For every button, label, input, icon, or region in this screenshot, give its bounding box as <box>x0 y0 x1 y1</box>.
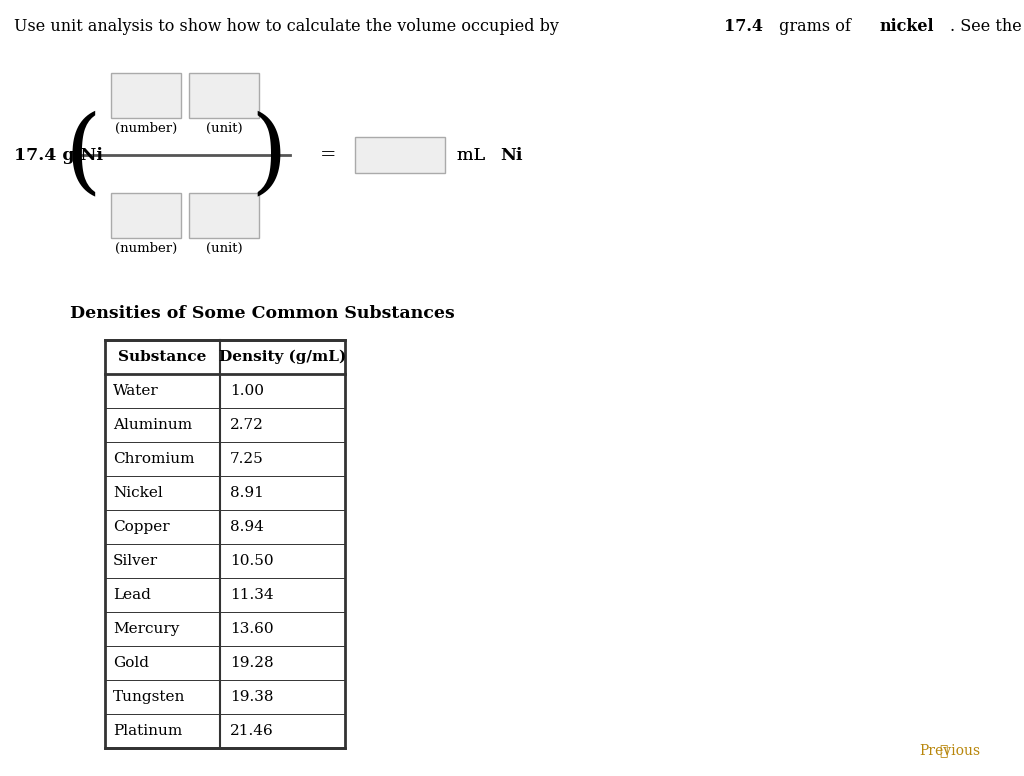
Text: (number): (number) <box>115 241 177 255</box>
Text: 8.91: 8.91 <box>230 486 264 500</box>
Text: (unit): (unit) <box>206 241 243 255</box>
Text: Water: Water <box>113 384 159 398</box>
Text: Lead: Lead <box>113 588 151 602</box>
Text: 19.38: 19.38 <box>230 690 273 704</box>
Text: =: = <box>319 146 336 164</box>
FancyBboxPatch shape <box>355 137 445 173</box>
Text: nickel: nickel <box>880 18 934 35</box>
Text: Tungsten: Tungsten <box>113 690 185 704</box>
Text: ❮: ❮ <box>940 744 948 758</box>
Text: 13.60: 13.60 <box>230 622 273 636</box>
Text: ): ) <box>251 110 288 200</box>
Text: (unit): (unit) <box>206 122 243 134</box>
Text: Platinum: Platinum <box>113 724 182 738</box>
Text: Substance: Substance <box>119 350 207 364</box>
Text: 19.28: 19.28 <box>230 656 273 670</box>
Text: 8.94: 8.94 <box>230 520 264 534</box>
FancyBboxPatch shape <box>111 192 181 237</box>
Text: grams of: grams of <box>774 18 856 35</box>
Text: 21.46: 21.46 <box>230 724 273 738</box>
Text: Chromium: Chromium <box>113 452 195 466</box>
Text: 10.50: 10.50 <box>230 554 273 568</box>
FancyBboxPatch shape <box>105 340 345 748</box>
Text: Copper: Copper <box>113 520 170 534</box>
FancyBboxPatch shape <box>189 192 259 237</box>
Text: (number): (number) <box>115 122 177 134</box>
Text: Aluminum: Aluminum <box>113 418 193 432</box>
Text: Density (g/mL): Density (g/mL) <box>219 350 346 364</box>
Text: (: ( <box>65 110 101 200</box>
Text: 11.34: 11.34 <box>230 588 273 602</box>
Text: 7.25: 7.25 <box>230 452 264 466</box>
Text: Silver: Silver <box>113 554 158 568</box>
Text: Nickel: Nickel <box>113 486 163 500</box>
Text: mL: mL <box>457 147 490 164</box>
Text: Ni: Ni <box>501 147 522 164</box>
Text: mL: mL <box>457 147 490 164</box>
Text: 1.00: 1.00 <box>230 384 264 398</box>
Text: Gold: Gold <box>113 656 150 670</box>
Text: . See the table below for the density of: . See the table below for the density of <box>950 18 1024 35</box>
Text: 17.4: 17.4 <box>724 18 763 35</box>
FancyBboxPatch shape <box>111 72 181 117</box>
Text: Mercury: Mercury <box>113 622 179 636</box>
FancyBboxPatch shape <box>189 72 259 117</box>
Text: Densities of Some Common Substances: Densities of Some Common Substances <box>70 305 455 322</box>
Text: Previous: Previous <box>919 744 980 758</box>
Text: Use unit analysis to show how to calculate the volume occupied by: Use unit analysis to show how to calcula… <box>14 18 564 35</box>
Text: 2.72: 2.72 <box>230 418 264 432</box>
Text: 17.4 g Ni: 17.4 g Ni <box>14 147 103 164</box>
